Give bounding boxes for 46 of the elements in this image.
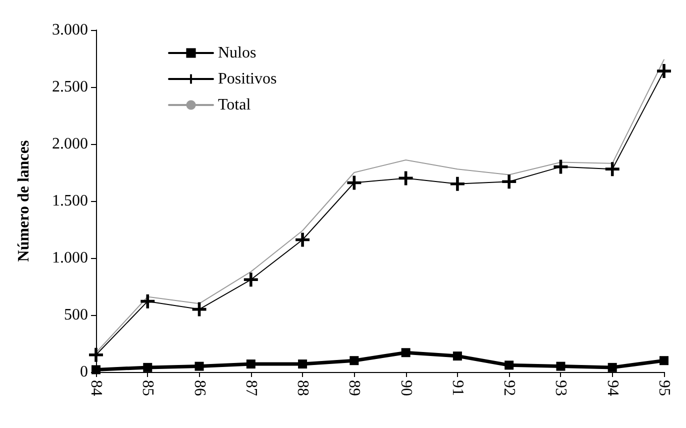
point <box>89 348 103 362</box>
y-tick-label: 3.000 <box>52 22 88 38</box>
point <box>140 294 155 308</box>
point <box>605 162 620 176</box>
y-tick-label: 0 <box>80 364 88 380</box>
x-tick-label: 94 <box>604 380 621 396</box>
legend-label: Total <box>218 96 252 114</box>
y-tick-label: 1.000 <box>52 250 88 266</box>
x-tick-label: 92 <box>500 380 518 396</box>
point <box>657 64 671 78</box>
point <box>350 356 359 366</box>
legend-label: Positivos <box>218 70 277 88</box>
point <box>502 174 516 189</box>
point <box>556 362 566 371</box>
x-tick-label: 86 <box>190 380 208 396</box>
y-tick-label: 2.500 <box>52 78 88 96</box>
x-tick-label: 95 <box>656 380 672 396</box>
x-tick-label: 91 <box>448 380 466 396</box>
y-tick-label: 500 <box>64 306 88 324</box>
point <box>194 362 204 371</box>
point <box>398 171 413 186</box>
x-tick-label: 90 <box>397 380 414 396</box>
y-axis-title: Número de lances <box>16 140 32 262</box>
point <box>347 176 362 190</box>
point <box>608 362 617 372</box>
point <box>244 272 258 287</box>
point <box>192 302 206 316</box>
point <box>246 360 256 369</box>
point <box>143 362 152 372</box>
x-tick-label: 84 <box>88 380 104 396</box>
point <box>450 176 464 191</box>
y-tick-label: 1.500 <box>52 192 88 210</box>
point <box>296 232 310 247</box>
point <box>504 360 514 370</box>
point <box>660 356 668 366</box>
x-tick-label: 88 <box>294 380 312 396</box>
legend-label: Nulos <box>218 44 256 62</box>
x-tick-label: 93 <box>552 380 570 396</box>
point <box>554 160 568 174</box>
y-tick-label: 2.000 <box>52 136 88 152</box>
point <box>298 360 308 369</box>
x-tick-label: 89 <box>346 380 363 396</box>
x-tick-label: 87 <box>242 380 260 396</box>
point <box>401 348 410 358</box>
point <box>452 352 462 361</box>
x-tick-label: 85 <box>139 380 156 396</box>
